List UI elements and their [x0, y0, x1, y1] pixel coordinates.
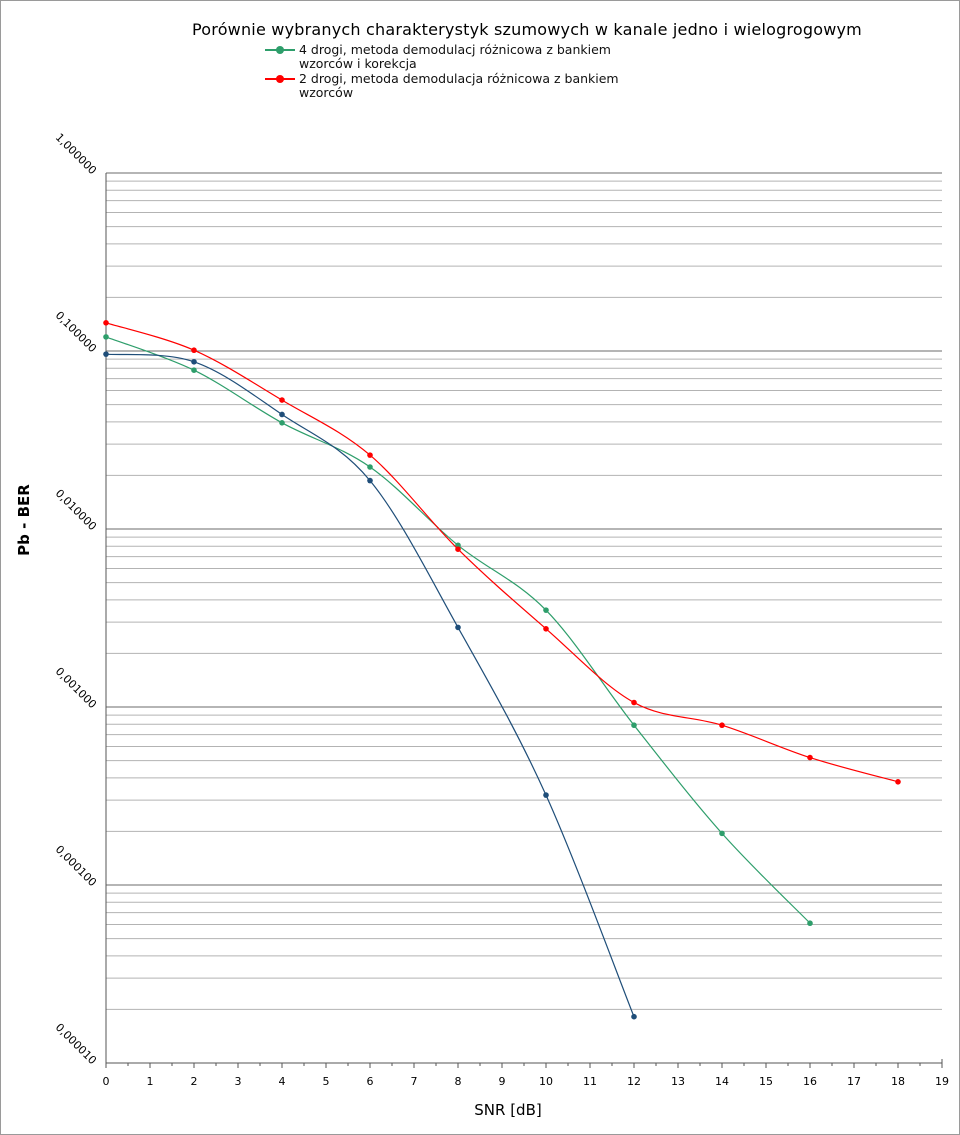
legend-label-series-1: 4 drogi, metoda demodulacj różnicowa z b…	[299, 42, 611, 71]
x-tick-label: 2	[191, 1075, 198, 1088]
tick-labels: 0 1 2 3 4 5 6 7 8 9 10 11 12 13 14 15 16 17 18 191,0000000,…	[53, 131, 949, 1088]
legend-label-series-2: 2 drogi, metoda demodulacja różnicowa z …	[299, 71, 619, 100]
data-point-series-1	[455, 542, 461, 549]
y-tick-label: 0,100000	[53, 309, 99, 355]
y-tick-label: 0,001000	[53, 665, 99, 711]
x-tick-label: 15	[759, 1075, 773, 1088]
axes	[105, 173, 943, 1068]
x-tick-label: 3	[235, 1075, 242, 1088]
data-point-series-1	[719, 830, 725, 837]
chart-title: Porównie wybranych charakterystyk szumow…	[192, 20, 862, 39]
legend-swatch-series-1	[265, 43, 295, 57]
y-tick-label: 1,000000	[53, 131, 99, 177]
data-point-series-2	[895, 778, 901, 785]
data-point-series-3	[279, 411, 285, 418]
series-line-2	[105, 322, 899, 783]
x-tick-label: 0	[103, 1075, 110, 1088]
x-tick-label: 1	[147, 1075, 154, 1088]
x-tick-label: 5	[323, 1075, 330, 1088]
data-point-series-2	[367, 452, 373, 458]
data-point-series-2	[191, 347, 197, 354]
data-point-series-2	[719, 722, 725, 729]
data-point-series-3	[367, 477, 373, 484]
data-point-series-1	[103, 334, 109, 340]
data-point-series-2	[631, 699, 637, 706]
data-point-series-2	[103, 320, 109, 326]
data-point-series-1	[543, 607, 549, 613]
data-point-series-1	[631, 722, 637, 729]
x-tick-label: 18	[891, 1075, 905, 1088]
x-tick-label: 13	[671, 1075, 685, 1088]
data-point-series-1	[191, 367, 197, 374]
series-line-3	[105, 353, 635, 1017]
x-tick-label: 16	[803, 1075, 817, 1088]
x-tick-label: 11	[583, 1075, 597, 1088]
y-tick-label: 0,010000	[53, 487, 99, 533]
data-point-series-1	[279, 420, 285, 426]
x-tick-label: 8	[455, 1075, 462, 1088]
legend-swatch-series-2	[265, 72, 295, 86]
data-point-series-3	[543, 792, 549, 798]
x-axis-label: SNR [dB]	[474, 1101, 542, 1119]
data-point-series-1	[367, 464, 373, 470]
y-tick-label: 0,000010	[53, 1021, 99, 1067]
legend-item-series-1: 4 drogi, metoda demodulacj różnicowa z b…	[265, 43, 619, 71]
x-tick-label: 12	[627, 1075, 641, 1088]
data-point-series-2	[543, 625, 549, 632]
x-tick-label: 4	[279, 1075, 286, 1088]
x-tick-label: 7	[411, 1075, 418, 1088]
data-point-series-1	[807, 920, 813, 927]
data-point-series-3	[455, 624, 461, 631]
legend-item-series-2: 2 drogi, metoda demodulacja różnicowa z …	[265, 72, 619, 100]
grid-lines	[106, 172, 942, 1064]
x-tick-label: 6	[367, 1075, 374, 1088]
data-point-series-3	[103, 351, 109, 357]
y-axis-label: Pb - BER	[15, 484, 33, 556]
x-tick-label: 14	[715, 1075, 729, 1088]
x-tick-label: 9	[499, 1075, 506, 1088]
data-point-series-2	[279, 397, 285, 403]
series-lines	[103, 320, 901, 1020]
x-tick-label: 19	[935, 1075, 949, 1088]
data-point-series-2	[455, 546, 461, 553]
data-point-series-2	[807, 754, 813, 761]
data-point-series-3	[631, 1013, 637, 1020]
x-tick-label: 17	[847, 1075, 861, 1088]
series-line-1	[105, 336, 811, 924]
y-tick-label: 0,000100	[53, 843, 99, 889]
x-tick-label: 10	[539, 1075, 553, 1088]
data-point-series-3	[191, 358, 197, 365]
